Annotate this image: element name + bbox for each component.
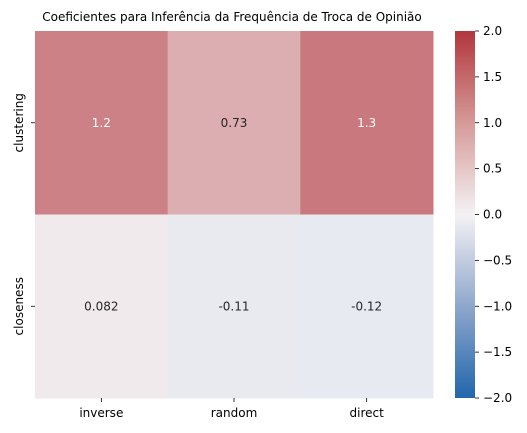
y-tick-label: closeness [12, 277, 26, 335]
colorbar-tick-label: −0.5 [483, 253, 512, 267]
colorbar: 2.0 1.5 1.0 0.5 0.0 −0.5 −1.0 −1.5 −2.0 [455, 24, 512, 405]
cell-label: 0.082 [84, 299, 118, 313]
heatmap-cell-clustering-direct [300, 31, 434, 215]
heatmap-cell-closeness-direct [300, 214, 434, 399]
cell-label: 1.2 [92, 116, 111, 130]
cell-label: 1.3 [357, 116, 376, 130]
colorbar-tick-label: 1.5 [483, 70, 502, 84]
colorbar-ticks: 2.0 1.5 1.0 0.5 0.0 −0.5 −1.0 −1.5 −2.0 [475, 24, 512, 405]
heatmap-cell-clustering-random [167, 31, 301, 215]
colorbar-tick-label: 1.0 [483, 116, 502, 130]
x-tick-label: random [211, 406, 258, 420]
y-tick-label: clustering [12, 93, 26, 152]
x-tick-label: inverse [79, 406, 123, 420]
heatmap-cell-closeness-random [167, 214, 301, 399]
colorbar-gradient [455, 31, 475, 398]
x-axis-ticks: inverse random direct [79, 398, 384, 420]
heatmap-cells: 1.2 0.73 1.3 0.082 -0.11 -0.12 [35, 31, 434, 399]
colorbar-tick-label: −1.0 [483, 299, 512, 313]
cell-label: -0.12 [351, 299, 382, 313]
colorbar-tick-label: 0.5 [483, 162, 502, 176]
x-tick-label: direct [350, 406, 385, 420]
cell-label: 0.73 [221, 116, 248, 130]
heatmap-cell-clustering-inverse [35, 31, 169, 215]
colorbar-tick-label: 2.0 [483, 24, 502, 38]
chart-title: Coeficientes para Inferência da Frequênc… [42, 10, 422, 24]
y-axis-ticks: clustering closeness [12, 93, 35, 335]
colorbar-tick-label: 0.0 [483, 208, 502, 222]
heatmap-cell-closeness-inverse [35, 214, 169, 399]
colorbar-tick-label: −1.5 [483, 345, 512, 359]
cell-label: -0.11 [218, 299, 249, 313]
colorbar-tick-label: −2.0 [483, 391, 512, 405]
